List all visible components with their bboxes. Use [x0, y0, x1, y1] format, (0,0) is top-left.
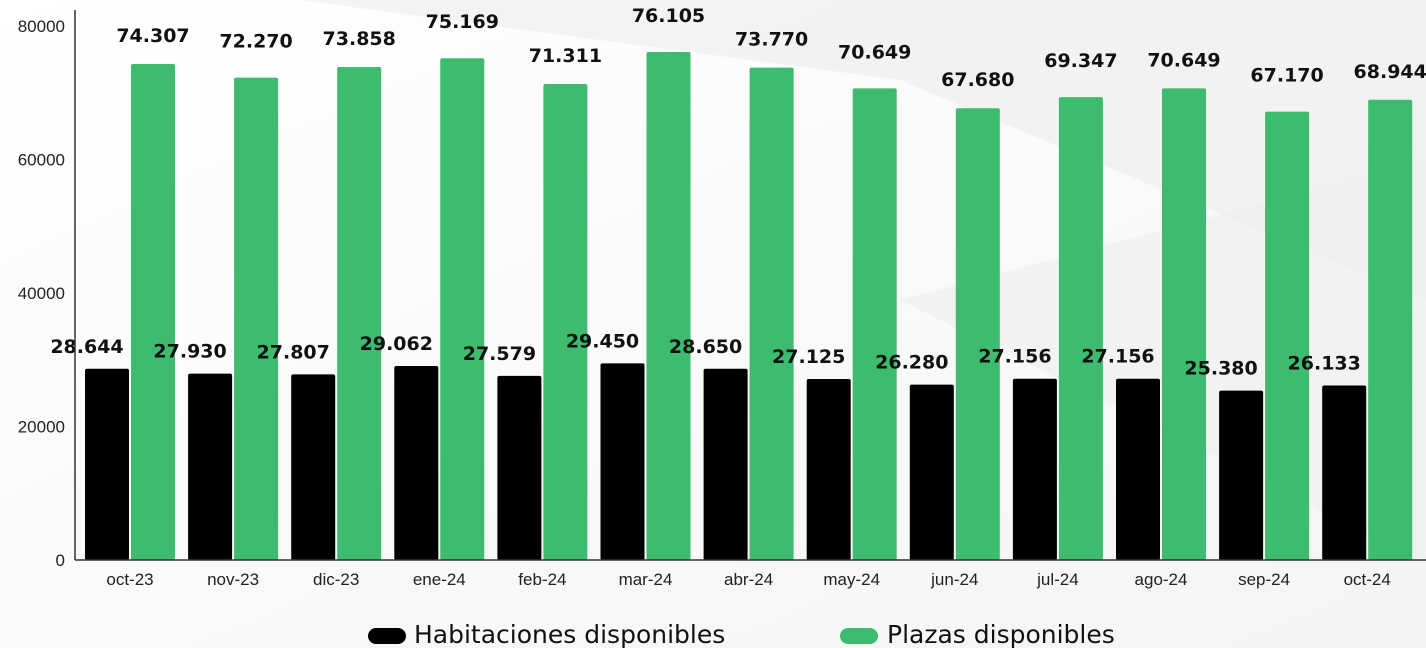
x-tick-label: sep-24	[1238, 570, 1290, 589]
value-label-habitaciones: 28.650	[669, 336, 742, 358]
legend: Habitaciones disponibles Plazas disponib…	[368, 620, 1115, 648]
value-label-habitaciones: 27.807	[257, 341, 330, 363]
bar-habitaciones	[394, 366, 439, 560]
bar-habitaciones	[1012, 378, 1057, 560]
y-tick-label: 0	[56, 551, 65, 570]
value-label-habitaciones: 28.644	[50, 336, 123, 358]
bar-plazas	[749, 67, 794, 560]
x-tick-label: feb-24	[518, 570, 566, 589]
bar-habitaciones	[85, 368, 129, 560]
x-tick-label: oct-23	[106, 570, 153, 589]
value-label-plazas: 67.680	[941, 69, 1014, 91]
value-label-plazas: 70.649	[1147, 49, 1220, 71]
value-label-habitaciones: 29.450	[566, 330, 639, 352]
value-label-habitaciones: 27.930	[153, 341, 226, 363]
bar-plazas	[1162, 88, 1206, 561]
value-label-plazas: 73.858	[323, 28, 396, 50]
value-label-plazas: 75.169	[426, 11, 499, 33]
value-labels: 28.644 74.307 27.930 72.270 27.807 73.858 29.0…	[50, 5, 1426, 380]
bar-habitaciones	[703, 368, 748, 560]
value-label-plazas: 70.649	[838, 41, 911, 63]
legend-swatch	[368, 628, 406, 644]
legend-item-plazas: Plazas disponibles	[840, 620, 1115, 648]
x-tick-label: mar-24	[619, 570, 673, 589]
value-label-habitaciones: 27.156	[1081, 346, 1154, 368]
bar-plazas	[543, 83, 588, 560]
value-label-habitaciones: 26.280	[875, 352, 948, 374]
x-tick-label: jun-24	[930, 570, 978, 589]
bar-habitaciones	[600, 363, 645, 560]
x-tick-label: may-24	[823, 570, 880, 589]
value-label-habitaciones: 29.062	[360, 333, 433, 355]
bars	[85, 51, 1413, 561]
value-label-plazas: 69.347	[1044, 50, 1117, 72]
x-tick-label: ago-24	[1135, 570, 1188, 589]
value-label-plazas: 76.105	[632, 5, 705, 27]
bar-plazas	[1368, 99, 1413, 560]
bar-habitaciones	[1322, 385, 1367, 560]
value-label-plazas: 67.170	[1250, 65, 1323, 87]
legend-label: Plazas disponibles	[887, 620, 1115, 648]
x-tick-label: abr-24	[724, 570, 773, 589]
value-label-plazas: 73.770	[735, 29, 808, 51]
value-label-habitaciones: 25.380	[1184, 358, 1257, 380]
bar-plazas	[1058, 97, 1103, 561]
value-label-plazas: 74.307	[116, 25, 189, 47]
bar-plazas	[440, 58, 485, 561]
x-tick-label: jul-24	[1036, 570, 1079, 589]
bar-plazas	[234, 77, 279, 560]
y-tick-label: 80000	[18, 17, 65, 36]
bar-plazas	[131, 64, 175, 560]
legend-label: Habitaciones disponibles	[414, 620, 725, 648]
bar-plazas	[1265, 111, 1310, 560]
bar-habitaciones	[291, 374, 336, 560]
bar-plazas	[646, 51, 691, 561]
x-tick-label: ene-24	[413, 570, 466, 589]
bar-plazas	[955, 108, 1000, 561]
x-tick-label: dic-23	[313, 570, 359, 589]
value-label-habitaciones: 26.133	[1288, 353, 1361, 375]
legend-swatch	[840, 628, 878, 644]
bar-habitaciones	[806, 378, 851, 560]
bar-habitaciones	[188, 373, 233, 560]
y-tick-label: 40000	[18, 284, 65, 303]
value-label-habitaciones: 27.579	[463, 343, 536, 365]
bar-plazas	[852, 88, 897, 561]
value-label-habitaciones: 27.156	[978, 346, 1051, 368]
value-label-habitaciones: 27.125	[772, 346, 845, 368]
value-label-plazas: 71.311	[529, 45, 602, 67]
legend-item-habitaciones: Habitaciones disponibles	[368, 620, 725, 648]
bar-habitaciones	[909, 384, 954, 560]
value-label-plazas: 72.270	[219, 31, 292, 53]
background-decoration	[300, 0, 1426, 300]
x-tick-label: nov-23	[207, 570, 259, 589]
value-label-plazas: 68.944	[1354, 61, 1426, 83]
x-axis-ticks: oct-23 nov-23 dic-23 ene-24 feb-24 mar-24 abr-…	[106, 570, 1390, 589]
bar-habitaciones	[497, 375, 542, 560]
bar-plazas	[337, 66, 382, 560]
bar-habitaciones	[1116, 378, 1160, 560]
y-tick-label: 20000	[18, 418, 65, 437]
y-axis-ticks: 0 20000 40000 60000 80000	[18, 17, 65, 570]
x-tick-label: oct-24	[1344, 570, 1391, 589]
bar-habitaciones	[1219, 390, 1264, 560]
y-tick-label: 60000	[18, 151, 65, 170]
